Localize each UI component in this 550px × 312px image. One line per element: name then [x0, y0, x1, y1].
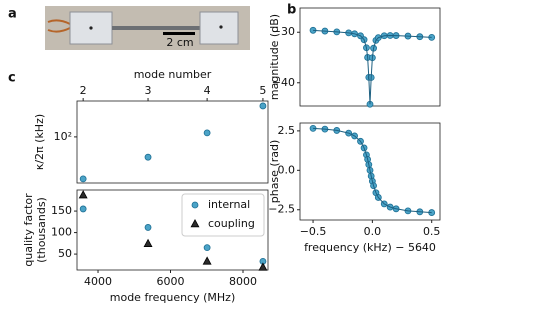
legend-box	[181, 193, 265, 237]
y-axis-label: quality factor	[22, 193, 35, 267]
legend-label: coupling	[208, 217, 255, 230]
triangle-marker	[190, 218, 200, 228]
axes-frame	[76, 100, 269, 184]
triangle-marker	[78, 190, 88, 199]
y-tick-label: 50	[58, 247, 72, 260]
data-line	[313, 29, 432, 105]
screw	[219, 25, 223, 29]
legend-label: internal	[208, 198, 250, 211]
wires	[47, 19, 71, 33]
y-tick-label: 150	[51, 204, 72, 217]
axes-frame	[299, 122, 441, 221]
rod	[112, 26, 200, 30]
circle-marker	[259, 102, 267, 110]
panel-label: a	[8, 7, 17, 22]
screw	[89, 26, 93, 30]
y-tick-label: 0.0	[278, 163, 296, 176]
axes-frame	[76, 189, 269, 271]
x-tick-label: 0.5	[423, 225, 441, 238]
x-tick-label: 6000	[157, 275, 185, 288]
y-tick-label: 2.5	[278, 124, 296, 137]
clamp-right	[199, 11, 239, 45]
circle-marker	[191, 201, 199, 209]
y-tick-label: −2.5	[268, 203, 295, 216]
x-tick-label: 0.0	[364, 225, 382, 238]
y-axis-label: magnitude (dB)	[268, 14, 281, 100]
triangle-marker	[202, 256, 212, 265]
x2-tick-label: 5	[259, 84, 266, 97]
x-tick-label: 8000	[229, 275, 257, 288]
x-tick-label: −0.5	[300, 225, 327, 238]
circle-marker	[144, 224, 152, 231]
scale-bar	[163, 32, 195, 35]
circle-marker	[79, 205, 87, 213]
x-tick-label: 4000	[84, 275, 112, 288]
panel-label: b	[287, 3, 296, 18]
x2-tick-label: 4	[204, 84, 211, 97]
y-axis-label: (thousands)	[35, 197, 48, 263]
triangle-marker	[258, 262, 268, 271]
panel-label: c	[8, 71, 16, 86]
triangle-marker	[143, 238, 153, 247]
circle-marker	[203, 244, 211, 252]
circle-marker	[144, 153, 152, 161]
scale-bar-label: 2 cm	[166, 36, 193, 49]
y-axis-label: κ/2π (kHz)	[33, 114, 46, 170]
y-tick-label: 10²	[54, 130, 72, 143]
x2-tick-label: 3	[145, 84, 152, 97]
y-axis-label: phase (rad)	[268, 140, 281, 204]
photo: 2 cm	[45, 6, 250, 50]
data-line	[313, 127, 432, 214]
circle-marker	[203, 129, 211, 137]
circle-marker	[79, 175, 87, 183]
y-tick-label: −30	[272, 25, 295, 38]
y-tick-label: 100	[51, 226, 72, 239]
x-axis-label: frequency (kHz) − 5640	[304, 241, 436, 254]
x2-tick-label: 2	[80, 84, 87, 97]
y-tick-label: −40	[272, 76, 295, 89]
x-axis-label: mode frequency (MHz)	[110, 291, 235, 304]
x2-axis-label: mode number	[134, 68, 212, 81]
